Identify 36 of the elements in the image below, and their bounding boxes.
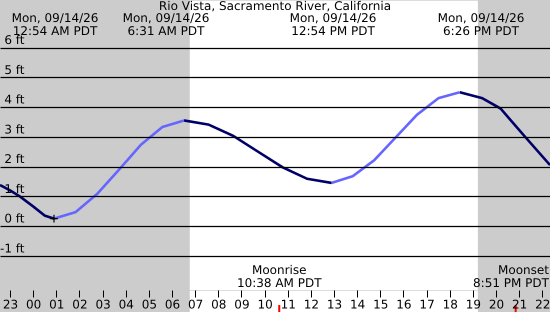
annotation: Mon, 09/14/26 6:26 PM PDT xyxy=(438,11,524,38)
x-tick-label: 15 xyxy=(373,298,388,312)
x-tick-label: 03 xyxy=(95,298,111,312)
ref-line-label: Moonrise 10:38 AM PDT xyxy=(236,263,322,290)
chart-title: Rio Vista, Sacramento River, California xyxy=(158,0,392,13)
x-tick-label: 01 xyxy=(49,298,64,312)
x-tick-label: 19 xyxy=(466,298,481,312)
y-tick-label: 5 ft xyxy=(4,62,25,77)
x-tick-label: 20 xyxy=(488,298,504,312)
y-tick-label: 0 ft xyxy=(4,212,25,226)
x-tick-label: 17 xyxy=(419,298,435,312)
x-tick-label: 00 xyxy=(26,298,42,312)
x-tick-label: 11 xyxy=(280,298,296,312)
x-tick-label: 13 xyxy=(326,298,342,312)
x-tick-label: 18 xyxy=(442,298,458,312)
x-tick-label: 23 xyxy=(2,298,18,312)
x-tick-label: 12 xyxy=(304,298,320,312)
ref-line-label: Moonset 8:51 PM PDT xyxy=(473,263,550,290)
x-tick-label: 04 xyxy=(118,298,134,312)
annotation: Mon, 09/14/26 12:54 PM PDT xyxy=(290,11,376,38)
x-tick-label: 21 xyxy=(512,298,528,312)
x-tick-label: 07 xyxy=(188,298,204,312)
x-tick-label: 02 xyxy=(72,298,88,312)
x-tick-label: 14 xyxy=(350,298,366,312)
annotation: Mon, 09/14/26 6:31 AM PDT xyxy=(122,11,210,38)
x-tick-label: 08 xyxy=(211,298,226,312)
x-tick-label: 10 xyxy=(257,298,273,312)
x-tick-label: 06 xyxy=(164,298,180,312)
y-tick-label: -1 ft xyxy=(0,241,25,256)
x-tick-label: 16 xyxy=(396,298,412,312)
x-tick-label: 09 xyxy=(234,298,250,312)
y-tick-label: 3 ft xyxy=(4,122,25,136)
x-tick-label: 22 xyxy=(535,298,550,312)
y-tick-label: 4 ft xyxy=(4,92,25,107)
x-tick-label: 05 xyxy=(142,298,158,312)
y-tick-label: 2 ft xyxy=(4,152,25,166)
